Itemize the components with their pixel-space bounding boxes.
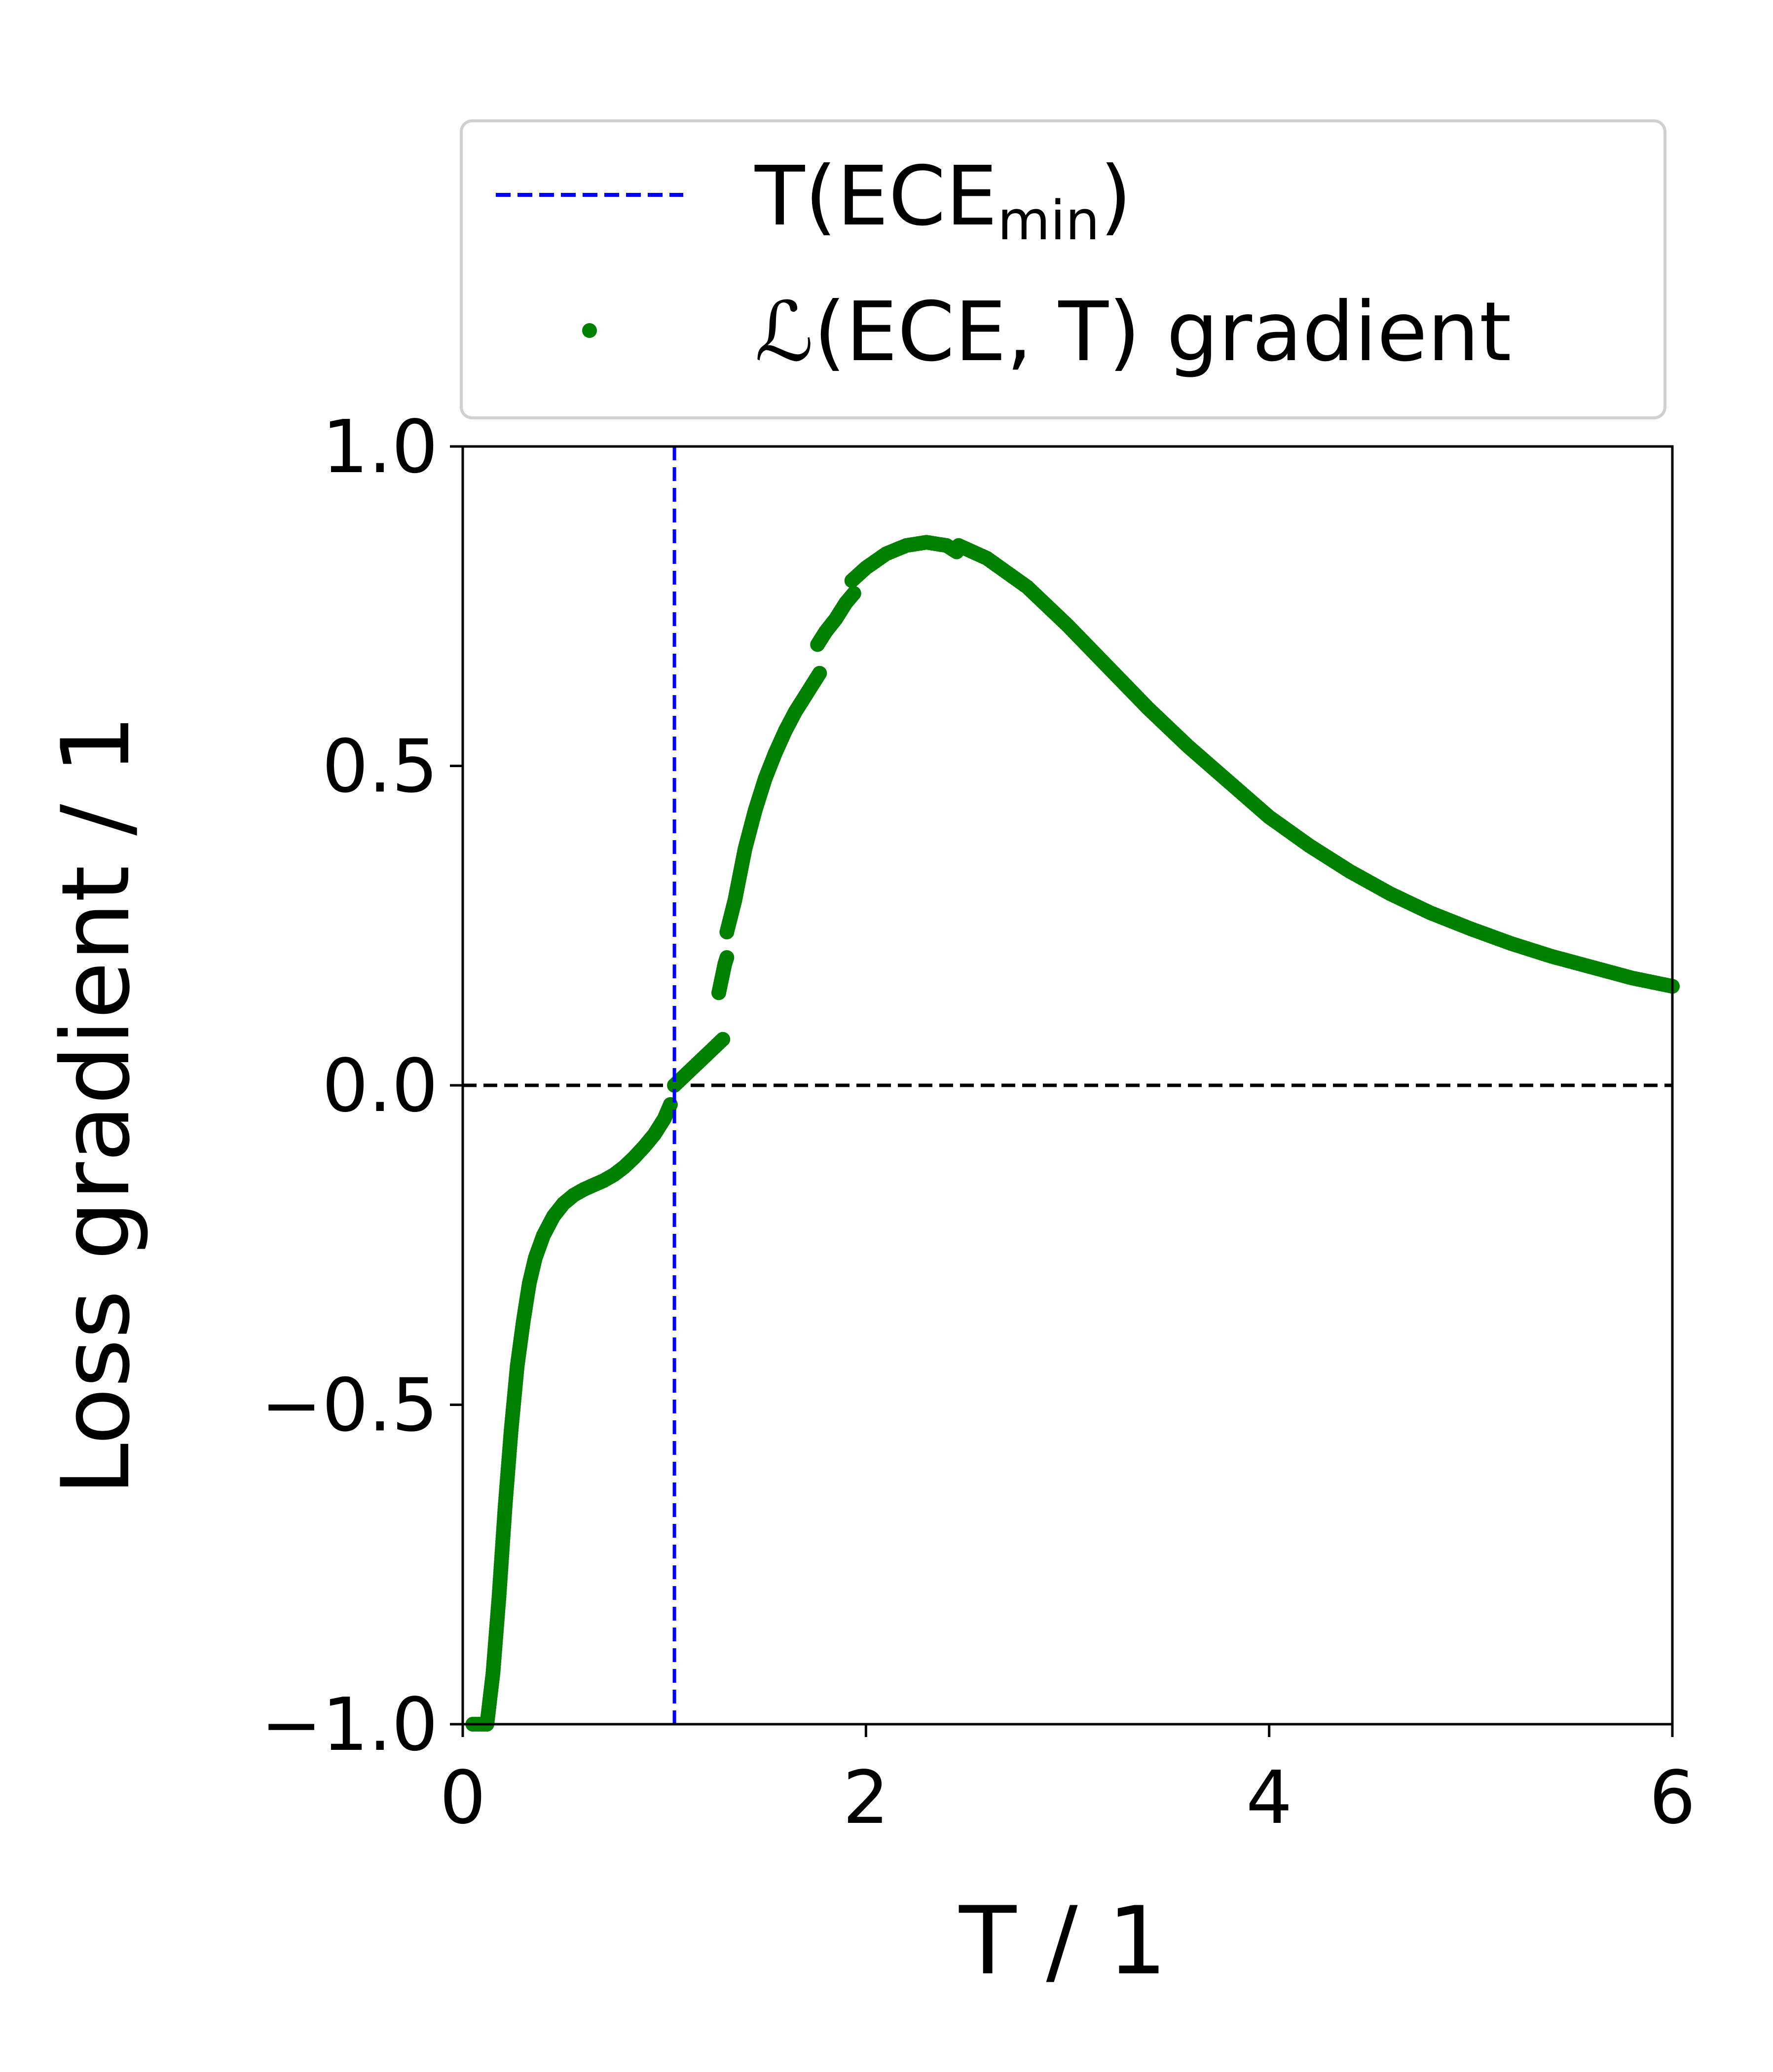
y-tick-label: 0.5 [322, 724, 438, 809]
legend-label-ece-min-main: T(ECE [754, 149, 997, 244]
legend-dot-marker [582, 323, 597, 338]
legend: T(ECEmin) ℒ(ECE, T) gradient [460, 119, 1666, 419]
x-tick-label: 4 [1246, 1755, 1293, 1840]
legend-label-ece-min-end: ) [1100, 149, 1132, 244]
x-axis-title: T / 1 [959, 1887, 1167, 1996]
legend-label-ece-min: T(ECEmin) [754, 149, 1132, 252]
series-segment [465, 1097, 678, 1732]
data-point [719, 950, 735, 965]
legend-label-ece-min-sub: min [997, 189, 1100, 252]
y-tick-label: 0.0 [322, 1043, 438, 1128]
plot-area [461, 445, 1680, 1732]
series-segment [711, 950, 735, 1000]
series-segment [951, 538, 1680, 994]
y-tick-label: −0.5 [261, 1363, 438, 1448]
data-point [846, 586, 861, 601]
series-segment [810, 586, 861, 652]
series-segment [719, 666, 827, 940]
x-tick-label: 2 [843, 1755, 889, 1840]
x-tick-label: 6 [1649, 1755, 1696, 1840]
y-ticks: −1.0 −0.5 0.0 0.5 1.0 [261, 405, 463, 1767]
y-tick-label: −1.0 [261, 1682, 438, 1767]
series-segment [844, 535, 964, 588]
data-point [715, 1032, 731, 1047]
legend-label-gradient: ℒ(ECE, T) gradient [755, 285, 1512, 380]
plot-frame [461, 445, 1674, 1726]
x-ticks: 0 2 4 6 [440, 1724, 1696, 1840]
y-tick-label: 1.0 [322, 405, 438, 489]
x-tick-label: 0 [440, 1755, 486, 1840]
data-point [812, 666, 827, 681]
legend-box [460, 119, 1666, 419]
y-axis-title: Loss gradient / 1 [41, 714, 150, 1495]
series-segment [667, 1032, 731, 1093]
series-group [465, 535, 1680, 1732]
